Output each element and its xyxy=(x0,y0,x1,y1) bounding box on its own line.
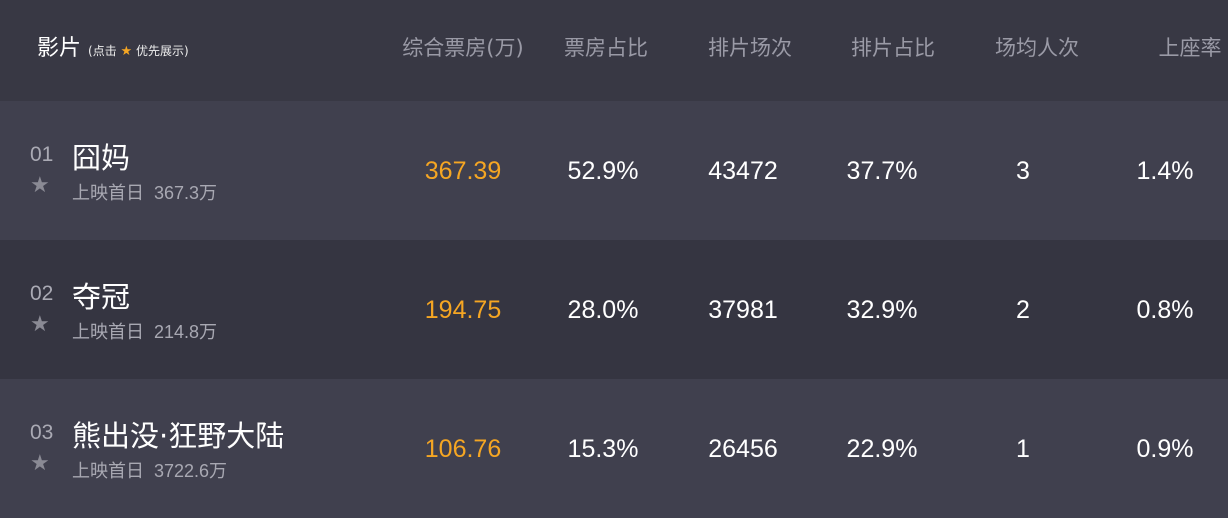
screenings-value: 26456 xyxy=(708,435,778,463)
box-office-share-value: 52.9% xyxy=(567,157,639,185)
note-prefix: (点击 xyxy=(88,44,117,58)
screenings-value: 37981 xyxy=(708,296,778,324)
star-icon[interactable]: ★ xyxy=(30,312,50,337)
avg-attendance-value: 1 xyxy=(1016,435,1030,463)
column-header-box-office-share[interactable]: 票房占比 xyxy=(564,36,648,60)
star-icon: ★ xyxy=(120,44,133,59)
header-title: 影片 xyxy=(37,36,82,61)
occupancy-value: 1.4% xyxy=(1136,157,1194,185)
column-header-avg-attendance[interactable]: 场均人次 xyxy=(995,36,1079,60)
avg-attendance-value: 2 xyxy=(1016,296,1030,324)
film-name[interactable]: 夺冠 xyxy=(72,280,131,314)
film-name[interactable]: 囧妈 xyxy=(72,141,131,175)
table-row[interactable]: 01 囧妈 ★ 上映首日 367.3万 367.39 52.9% 43472 37.7% 3… xyxy=(0,101,1228,240)
box-office-share-value: 28.0% xyxy=(567,296,639,324)
sub-label: 上映首日 xyxy=(72,183,144,204)
film-name[interactable]: 熊出没·狂野大陆 xyxy=(72,419,285,453)
box-office-share-value: 15.3% xyxy=(567,435,639,463)
rank: 02 xyxy=(30,282,54,305)
avg-attendance-value: 3 xyxy=(1016,157,1030,185)
screening-share-value: 37.7% xyxy=(846,157,918,185)
priority-note: (点击 ★ 优先展示) xyxy=(88,44,189,59)
note-suffix: 优先展示) xyxy=(136,44,189,58)
rank: 03 xyxy=(30,421,54,444)
sub-label: 上映首日 xyxy=(72,322,144,343)
sub-value: 367.3万 xyxy=(154,183,218,203)
first-day-box-office: 上映首日 214.8万 xyxy=(72,318,217,344)
table-header: 影片 (点击 ★ 优先展示) 综合票房(万) 票房占比 排片场次 排片占比 场均… xyxy=(0,0,1228,101)
column-header-screenings[interactable]: 排片场次 xyxy=(708,36,792,60)
first-day-box-office: 上映首日 3722.6万 xyxy=(72,457,227,483)
column-header-occupancy[interactable]: 上座率 xyxy=(1158,36,1222,60)
first-day-box-office: 上映首日 367.3万 xyxy=(72,179,217,205)
screening-share-value: 22.9% xyxy=(846,435,918,463)
column-header-box-office[interactable]: 综合票房(万) xyxy=(402,36,524,60)
table-row[interactable]: 03 熊出没·狂野大陆 ★ 上映首日 3722.6万 106.76 15.3% 2645… xyxy=(0,379,1228,518)
box-office-value: 367.39 xyxy=(424,157,502,185)
sub-value: 3722.6万 xyxy=(154,461,228,481)
box-office-value: 194.75 xyxy=(424,296,502,324)
screening-share-value: 32.9% xyxy=(846,296,918,324)
rank: 01 xyxy=(30,143,54,166)
sub-label: 上映首日 xyxy=(72,461,144,482)
sub-value: 214.8万 xyxy=(154,322,218,342)
column-header-screening-share[interactable]: 排片占比 xyxy=(851,36,935,60)
occupancy-value: 0.9% xyxy=(1136,435,1194,463)
film-column-header: 影片 (点击 ★ 优先展示) xyxy=(37,30,189,62)
occupancy-value: 0.8% xyxy=(1136,296,1194,324)
box-office-value: 106.76 xyxy=(424,435,502,463)
star-icon[interactable]: ★ xyxy=(30,173,50,198)
star-icon[interactable]: ★ xyxy=(30,451,50,476)
screenings-value: 43472 xyxy=(708,157,778,185)
table-row[interactable]: 02 夺冠 ★ 上映首日 214.8万 194.75 28.0% 37981 32.9% 2… xyxy=(0,240,1228,379)
